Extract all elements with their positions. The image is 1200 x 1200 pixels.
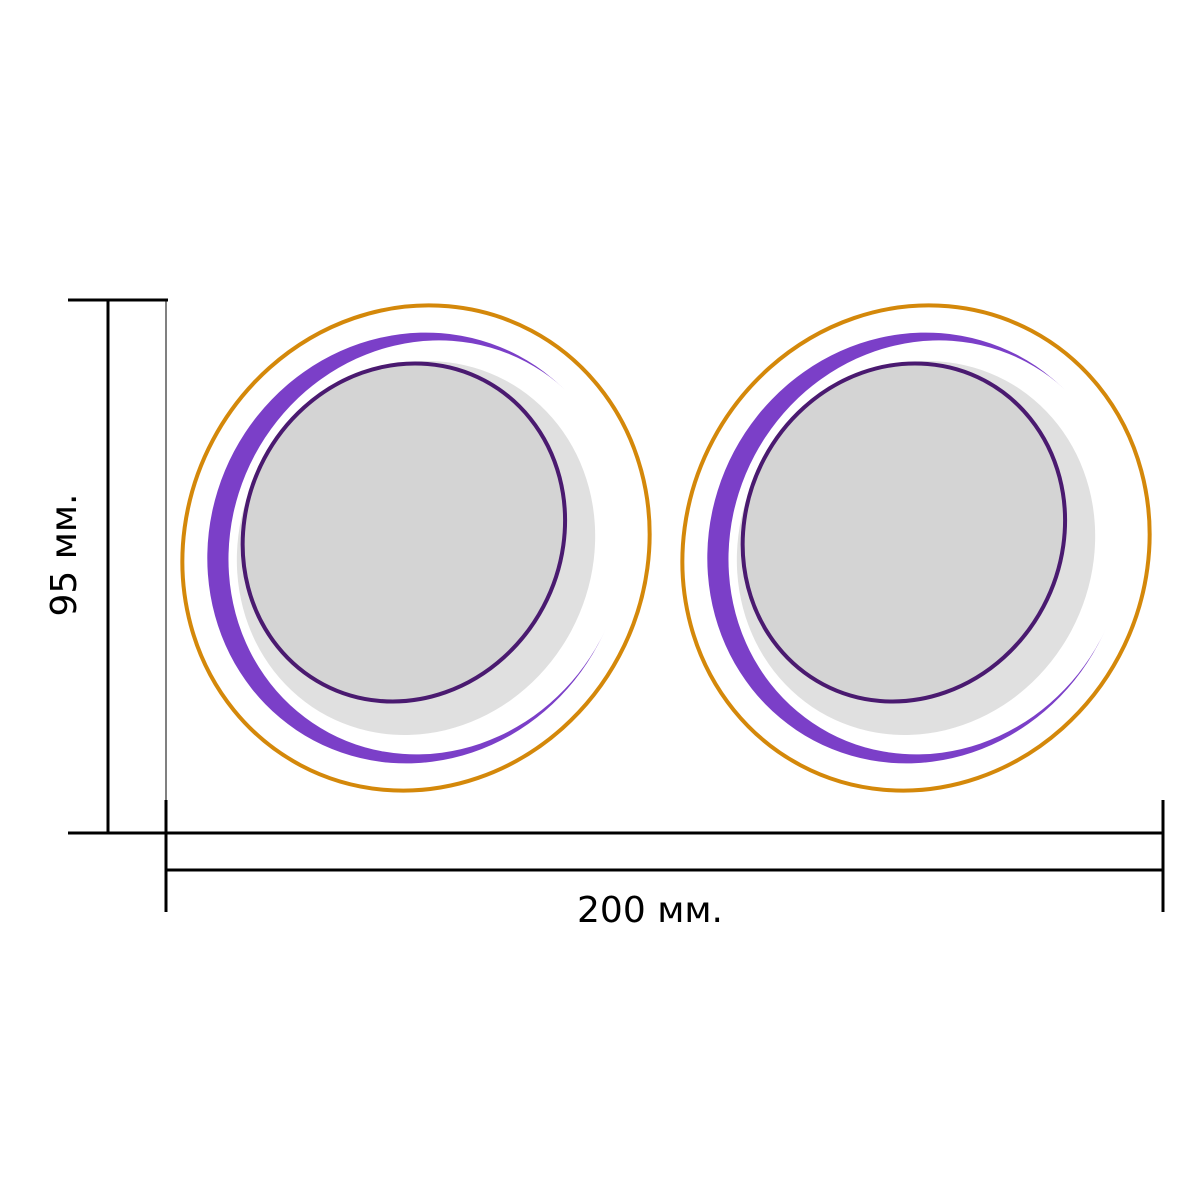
height-label: 95 мм. <box>44 493 85 616</box>
lamp-left <box>95 220 737 876</box>
dimension-lines <box>68 298 1165 912</box>
width-label: 200 мм. <box>577 890 723 931</box>
lamp-right <box>595 220 1200 876</box>
